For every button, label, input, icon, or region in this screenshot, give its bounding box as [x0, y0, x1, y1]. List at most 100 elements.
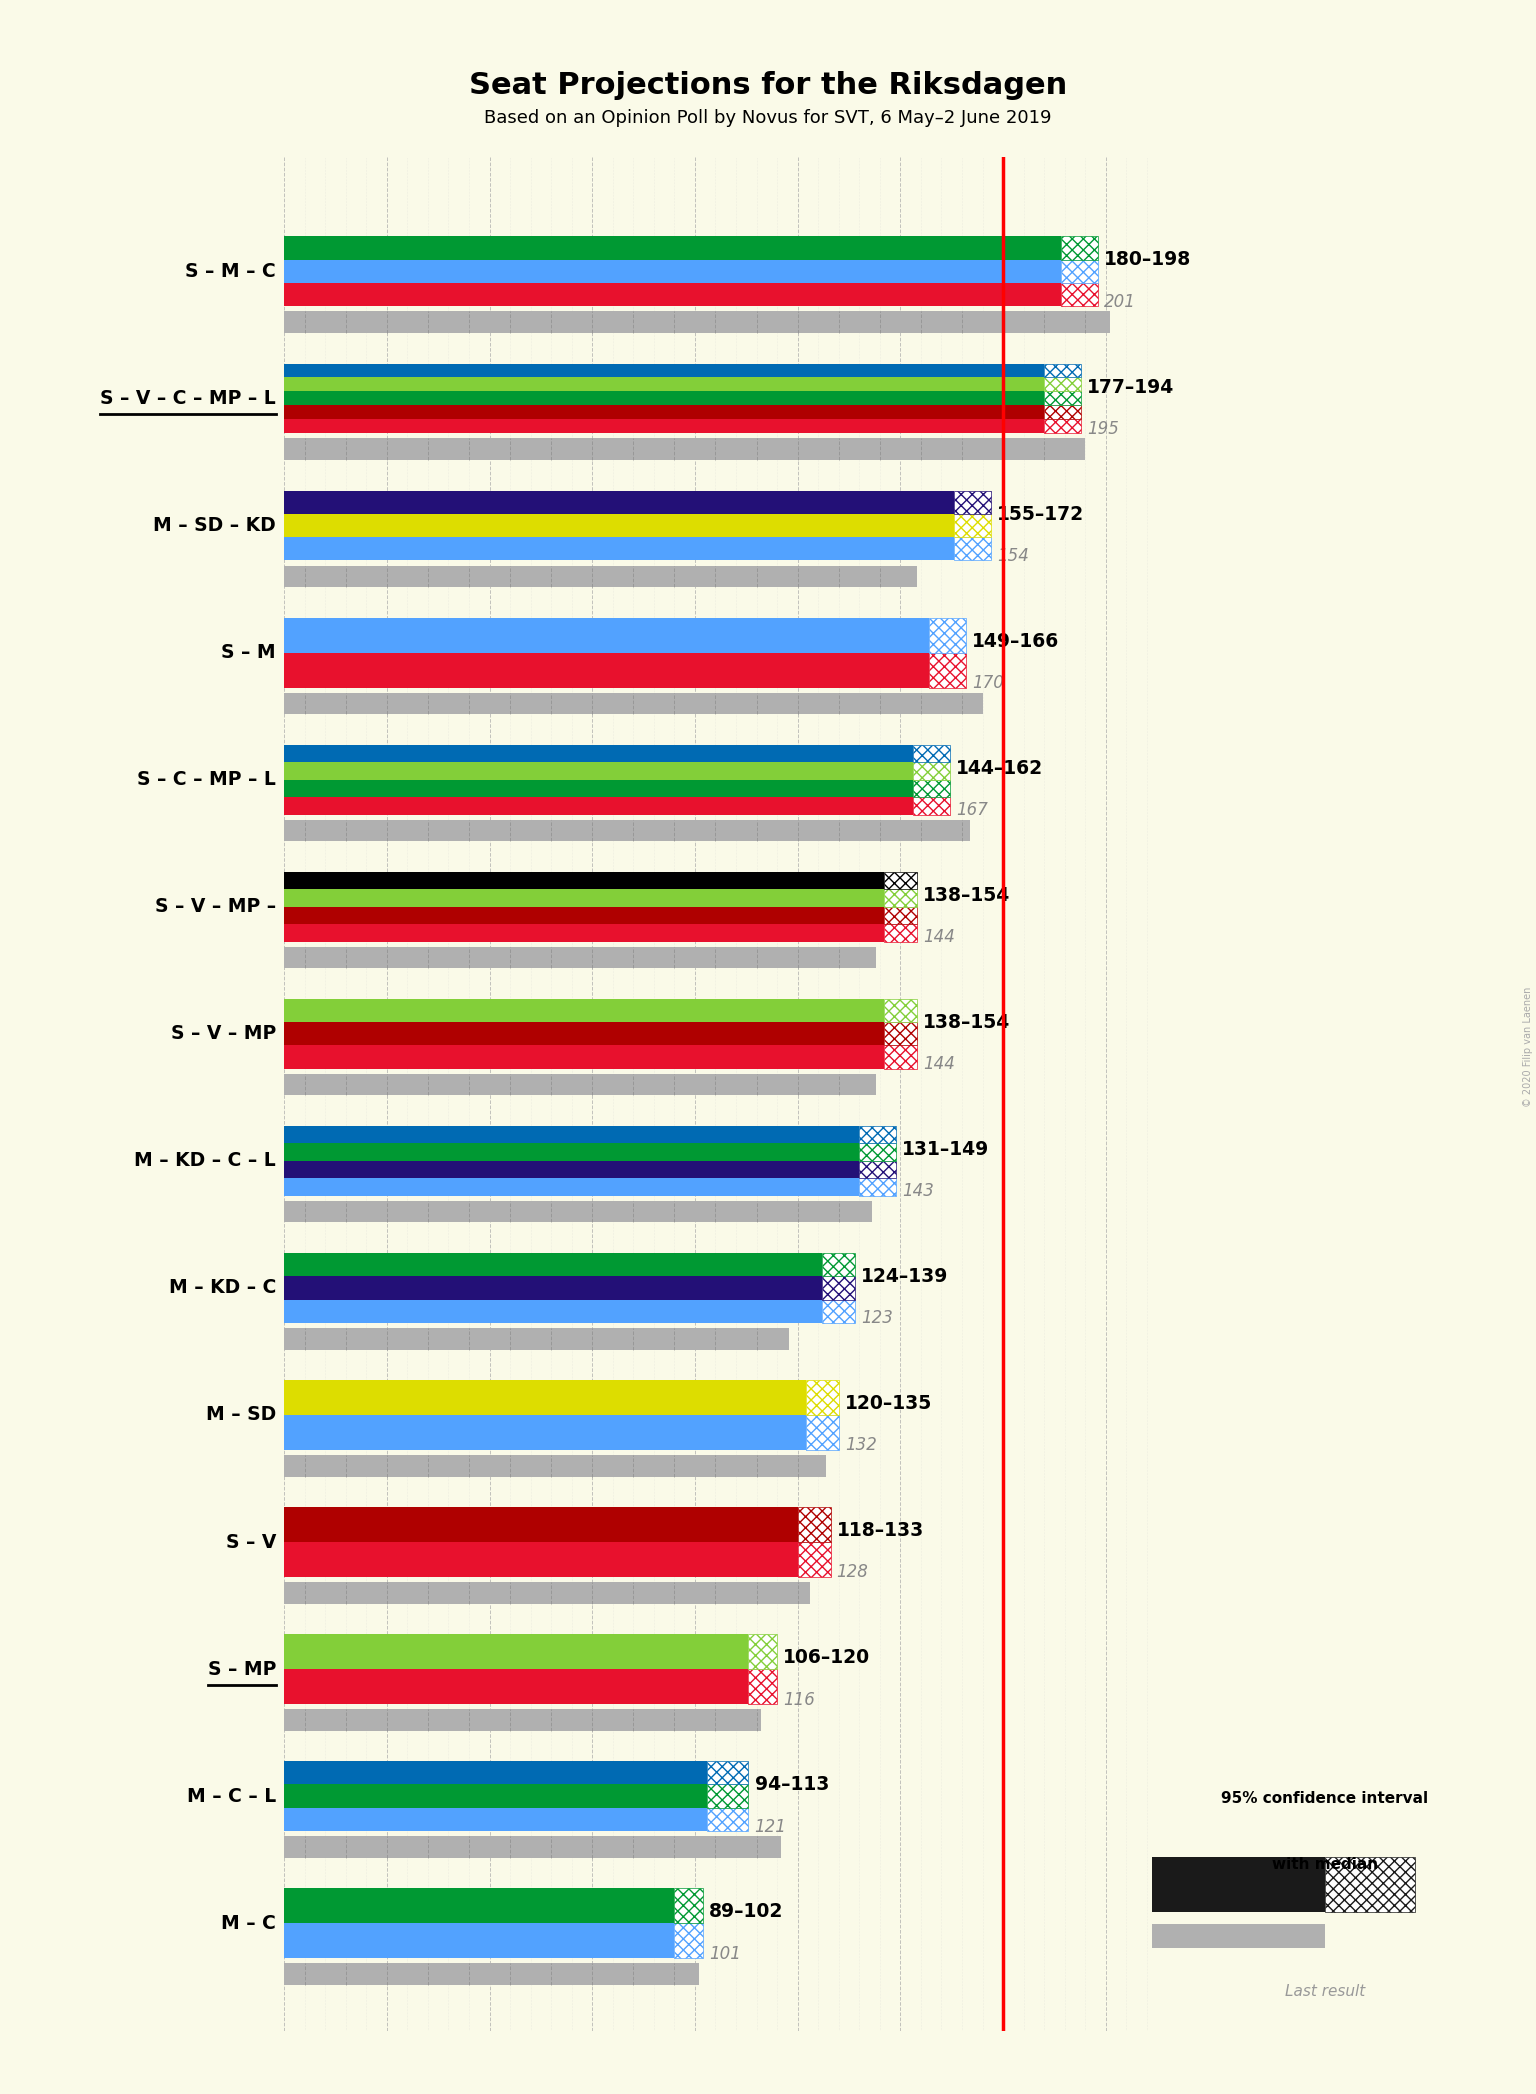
- Text: 131–149: 131–149: [903, 1139, 989, 1158]
- Text: 138–154: 138–154: [923, 1013, 1011, 1032]
- Bar: [859, 1127, 895, 1143]
- Bar: [284, 1669, 748, 1705]
- Bar: [707, 1807, 748, 1830]
- Bar: [284, 745, 912, 762]
- Bar: [284, 1074, 876, 1095]
- Bar: [1152, 1857, 1324, 1912]
- Bar: [284, 237, 1060, 260]
- Bar: [954, 490, 991, 513]
- Bar: [284, 693, 983, 714]
- Bar: [284, 1709, 760, 1730]
- Text: 116: 116: [783, 1690, 816, 1709]
- Bar: [284, 1252, 822, 1275]
- Text: M – C: M – C: [221, 1914, 276, 1933]
- Bar: [284, 1143, 859, 1160]
- Text: 170: 170: [972, 674, 1005, 693]
- Bar: [284, 618, 929, 653]
- Text: 94–113: 94–113: [754, 1776, 829, 1795]
- Bar: [284, 1455, 826, 1476]
- Text: S – C – MP – L: S – C – MP – L: [137, 771, 276, 789]
- Bar: [1060, 237, 1098, 260]
- Bar: [284, 1022, 883, 1045]
- Bar: [859, 1179, 895, 1196]
- Bar: [1060, 260, 1098, 283]
- Bar: [284, 1416, 806, 1449]
- Text: 138–154: 138–154: [923, 886, 1011, 905]
- Text: 121: 121: [754, 1818, 786, 1836]
- Text: 144: 144: [923, 928, 955, 946]
- Bar: [859, 1160, 895, 1179]
- Bar: [284, 1179, 859, 1196]
- Text: 195: 195: [1087, 421, 1120, 438]
- Text: S – V – C – MP – L: S – V – C – MP – L: [100, 389, 276, 408]
- Bar: [284, 1508, 797, 1541]
- Bar: [284, 377, 1044, 392]
- Text: 149–166: 149–166: [972, 632, 1060, 651]
- Text: M – C – L: M – C – L: [187, 1786, 276, 1805]
- Text: 154: 154: [997, 547, 1029, 565]
- Bar: [748, 1669, 777, 1705]
- Bar: [284, 1964, 699, 1985]
- Bar: [284, 419, 1044, 433]
- Bar: [822, 1300, 856, 1323]
- Bar: [1044, 406, 1081, 419]
- Bar: [797, 1508, 831, 1541]
- Bar: [822, 1252, 856, 1275]
- Text: 123: 123: [862, 1309, 894, 1328]
- Bar: [284, 312, 1111, 333]
- Text: 155–172: 155–172: [997, 505, 1084, 524]
- Bar: [674, 1922, 703, 1958]
- Bar: [284, 490, 954, 513]
- Text: M – KD – C – L: M – KD – C – L: [134, 1152, 276, 1171]
- Bar: [284, 779, 912, 798]
- Bar: [284, 1807, 707, 1830]
- Bar: [284, 1889, 674, 1922]
- Bar: [797, 1541, 831, 1577]
- Text: 180–198: 180–198: [1104, 251, 1190, 270]
- Bar: [883, 999, 917, 1022]
- Text: Seat Projections for the Riksdagen: Seat Projections for the Riksdagen: [468, 71, 1068, 101]
- Bar: [284, 798, 912, 815]
- Bar: [284, 907, 883, 923]
- Text: © 2020 Filip van Laenen: © 2020 Filip van Laenen: [1522, 986, 1533, 1108]
- Bar: [1044, 419, 1081, 433]
- Text: 143: 143: [903, 1183, 934, 1200]
- Bar: [284, 260, 1060, 283]
- Bar: [284, 1784, 707, 1807]
- Bar: [284, 538, 954, 561]
- Bar: [284, 1633, 748, 1669]
- Bar: [284, 1541, 797, 1577]
- Bar: [284, 1922, 674, 1958]
- Bar: [284, 1761, 707, 1784]
- Text: 132: 132: [845, 1436, 877, 1455]
- Bar: [284, 438, 1086, 461]
- Bar: [883, 923, 917, 942]
- Text: S – V – MP: S – V – MP: [170, 1024, 276, 1043]
- Bar: [674, 1889, 703, 1922]
- Text: 89–102: 89–102: [710, 1901, 783, 1920]
- Text: 124–139: 124–139: [862, 1267, 949, 1286]
- Text: S – M – C: S – M – C: [186, 262, 276, 281]
- Bar: [284, 1380, 806, 1416]
- Text: 144–162: 144–162: [955, 758, 1043, 777]
- Bar: [912, 779, 949, 798]
- Bar: [284, 392, 1044, 406]
- Bar: [806, 1380, 839, 1416]
- Text: S – V – MP –: S – V – MP –: [155, 896, 276, 917]
- Text: 167: 167: [955, 802, 988, 819]
- Bar: [284, 890, 883, 907]
- Bar: [883, 907, 917, 923]
- Text: 95% confidence interval: 95% confidence interval: [1221, 1790, 1428, 1805]
- Text: M – SD – KD: M – SD – KD: [154, 515, 276, 536]
- Bar: [1324, 1857, 1415, 1912]
- Bar: [707, 1761, 748, 1784]
- Text: 177–194: 177–194: [1087, 377, 1175, 396]
- Bar: [1044, 377, 1081, 392]
- Text: 128: 128: [837, 1564, 868, 1581]
- Bar: [748, 1633, 777, 1669]
- Bar: [883, 1022, 917, 1045]
- Text: 120–135: 120–135: [845, 1395, 932, 1413]
- Bar: [883, 1045, 917, 1068]
- Bar: [284, 1836, 782, 1857]
- Bar: [822, 1275, 856, 1300]
